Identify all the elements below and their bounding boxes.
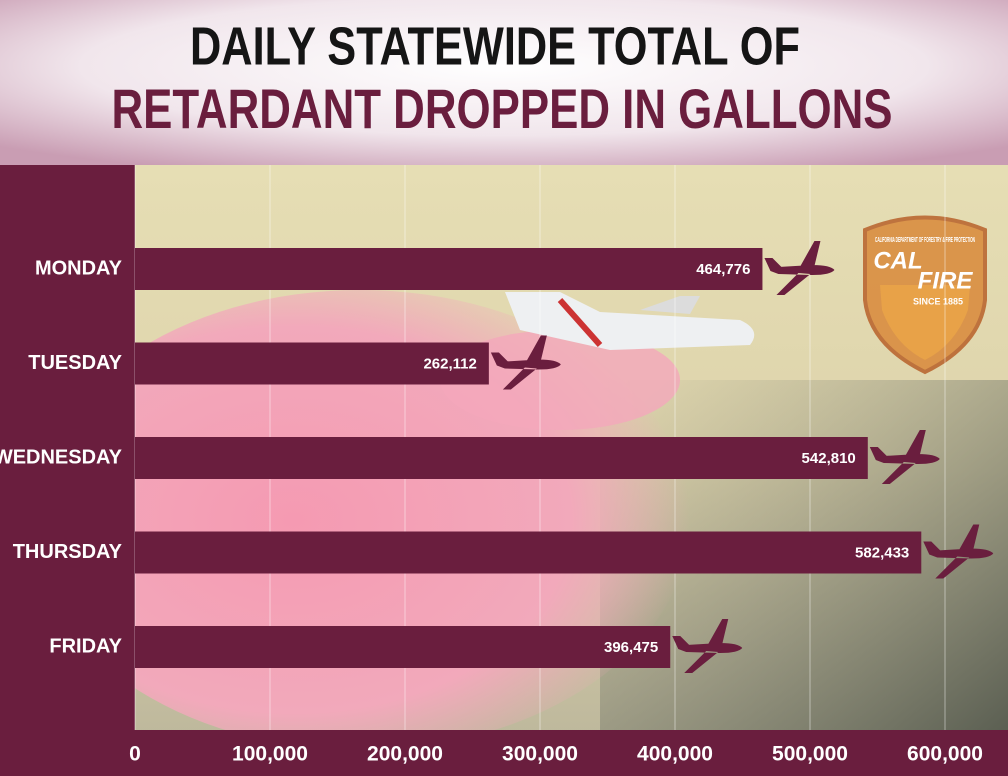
bar xyxy=(135,342,489,385)
value-label: 396,475 xyxy=(604,639,658,656)
chart-title: DAILY STATEWIDE TOTAL OF xyxy=(190,16,800,76)
axis-panel xyxy=(0,730,1008,776)
plane-icon xyxy=(869,430,940,484)
bar xyxy=(135,531,922,574)
y-tick-label: THURSDAY xyxy=(13,541,123,563)
logo: CALIFORNIA DEPARTMENT OF FORESTRY & FIRE… xyxy=(863,215,987,375)
y-tick-label: WEDNESDAY xyxy=(0,446,123,468)
plane-icon xyxy=(672,619,743,673)
air-tanker xyxy=(505,292,755,350)
y-tick-label: FRIDAY xyxy=(49,635,122,657)
x-tick-label: 0 xyxy=(129,743,141,766)
y-tick-label: MONDAY xyxy=(35,257,123,279)
value-label: 542,810 xyxy=(802,450,856,467)
logo-text: FIRE xyxy=(918,267,974,294)
logo-text: SINCE 1885 xyxy=(913,296,963,306)
plane-icon xyxy=(923,524,994,579)
label-panel xyxy=(0,165,135,776)
x-tick-label: 600,000 xyxy=(907,743,983,766)
y-tick-label: TUESDAY xyxy=(28,352,122,374)
bar xyxy=(135,248,763,290)
x-tick-label: 200,000 xyxy=(367,743,443,766)
x-tick-label: 400,000 xyxy=(637,743,713,766)
chart-subtitle: RETARDANT DROPPED IN GALLONS xyxy=(112,77,893,140)
value-label: 582,433 xyxy=(855,544,909,561)
value-label: 464,776 xyxy=(696,261,750,278)
logo-text: CAL xyxy=(873,247,922,274)
bar xyxy=(135,626,671,668)
logo-text: CALIFORNIA DEPARTMENT OF FORESTRY & FIRE… xyxy=(875,237,975,244)
value-label: 262,112 xyxy=(423,355,476,372)
plane-icon xyxy=(764,241,835,295)
plot: 0 100,000 200,000 300,000 400,000 500,000 600,… xyxy=(0,165,994,766)
x-tick-label: 300,000 xyxy=(502,743,578,766)
plane-icon xyxy=(490,335,561,390)
x-tick-label: 100,000 xyxy=(232,743,308,766)
x-tick-label: 500,000 xyxy=(772,743,848,766)
header xyxy=(0,0,1008,165)
bar xyxy=(135,437,868,479)
